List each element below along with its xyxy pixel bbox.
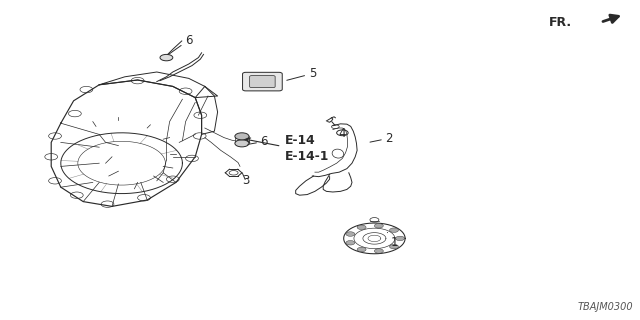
Text: E-14
E-14-1: E-14 E-14-1	[285, 134, 329, 163]
Text: 4: 4	[332, 122, 346, 140]
Text: 3: 3	[242, 173, 250, 187]
Circle shape	[374, 224, 383, 228]
Text: 2: 2	[370, 132, 393, 145]
Circle shape	[390, 244, 399, 249]
FancyBboxPatch shape	[250, 76, 275, 88]
Circle shape	[160, 54, 173, 61]
Text: 5: 5	[287, 67, 316, 80]
Circle shape	[235, 140, 249, 147]
Text: 1: 1	[387, 232, 399, 249]
Text: TBAJM0300: TBAJM0300	[578, 302, 634, 312]
Circle shape	[357, 225, 366, 229]
Circle shape	[346, 241, 355, 245]
Circle shape	[346, 232, 355, 236]
Circle shape	[235, 133, 249, 140]
Text: 6: 6	[248, 135, 268, 148]
Circle shape	[396, 236, 404, 241]
Text: 6: 6	[169, 34, 193, 54]
FancyBboxPatch shape	[243, 72, 282, 91]
Circle shape	[374, 249, 383, 253]
Text: FR.: FR.	[549, 16, 572, 29]
Circle shape	[357, 247, 366, 252]
Circle shape	[390, 228, 399, 232]
